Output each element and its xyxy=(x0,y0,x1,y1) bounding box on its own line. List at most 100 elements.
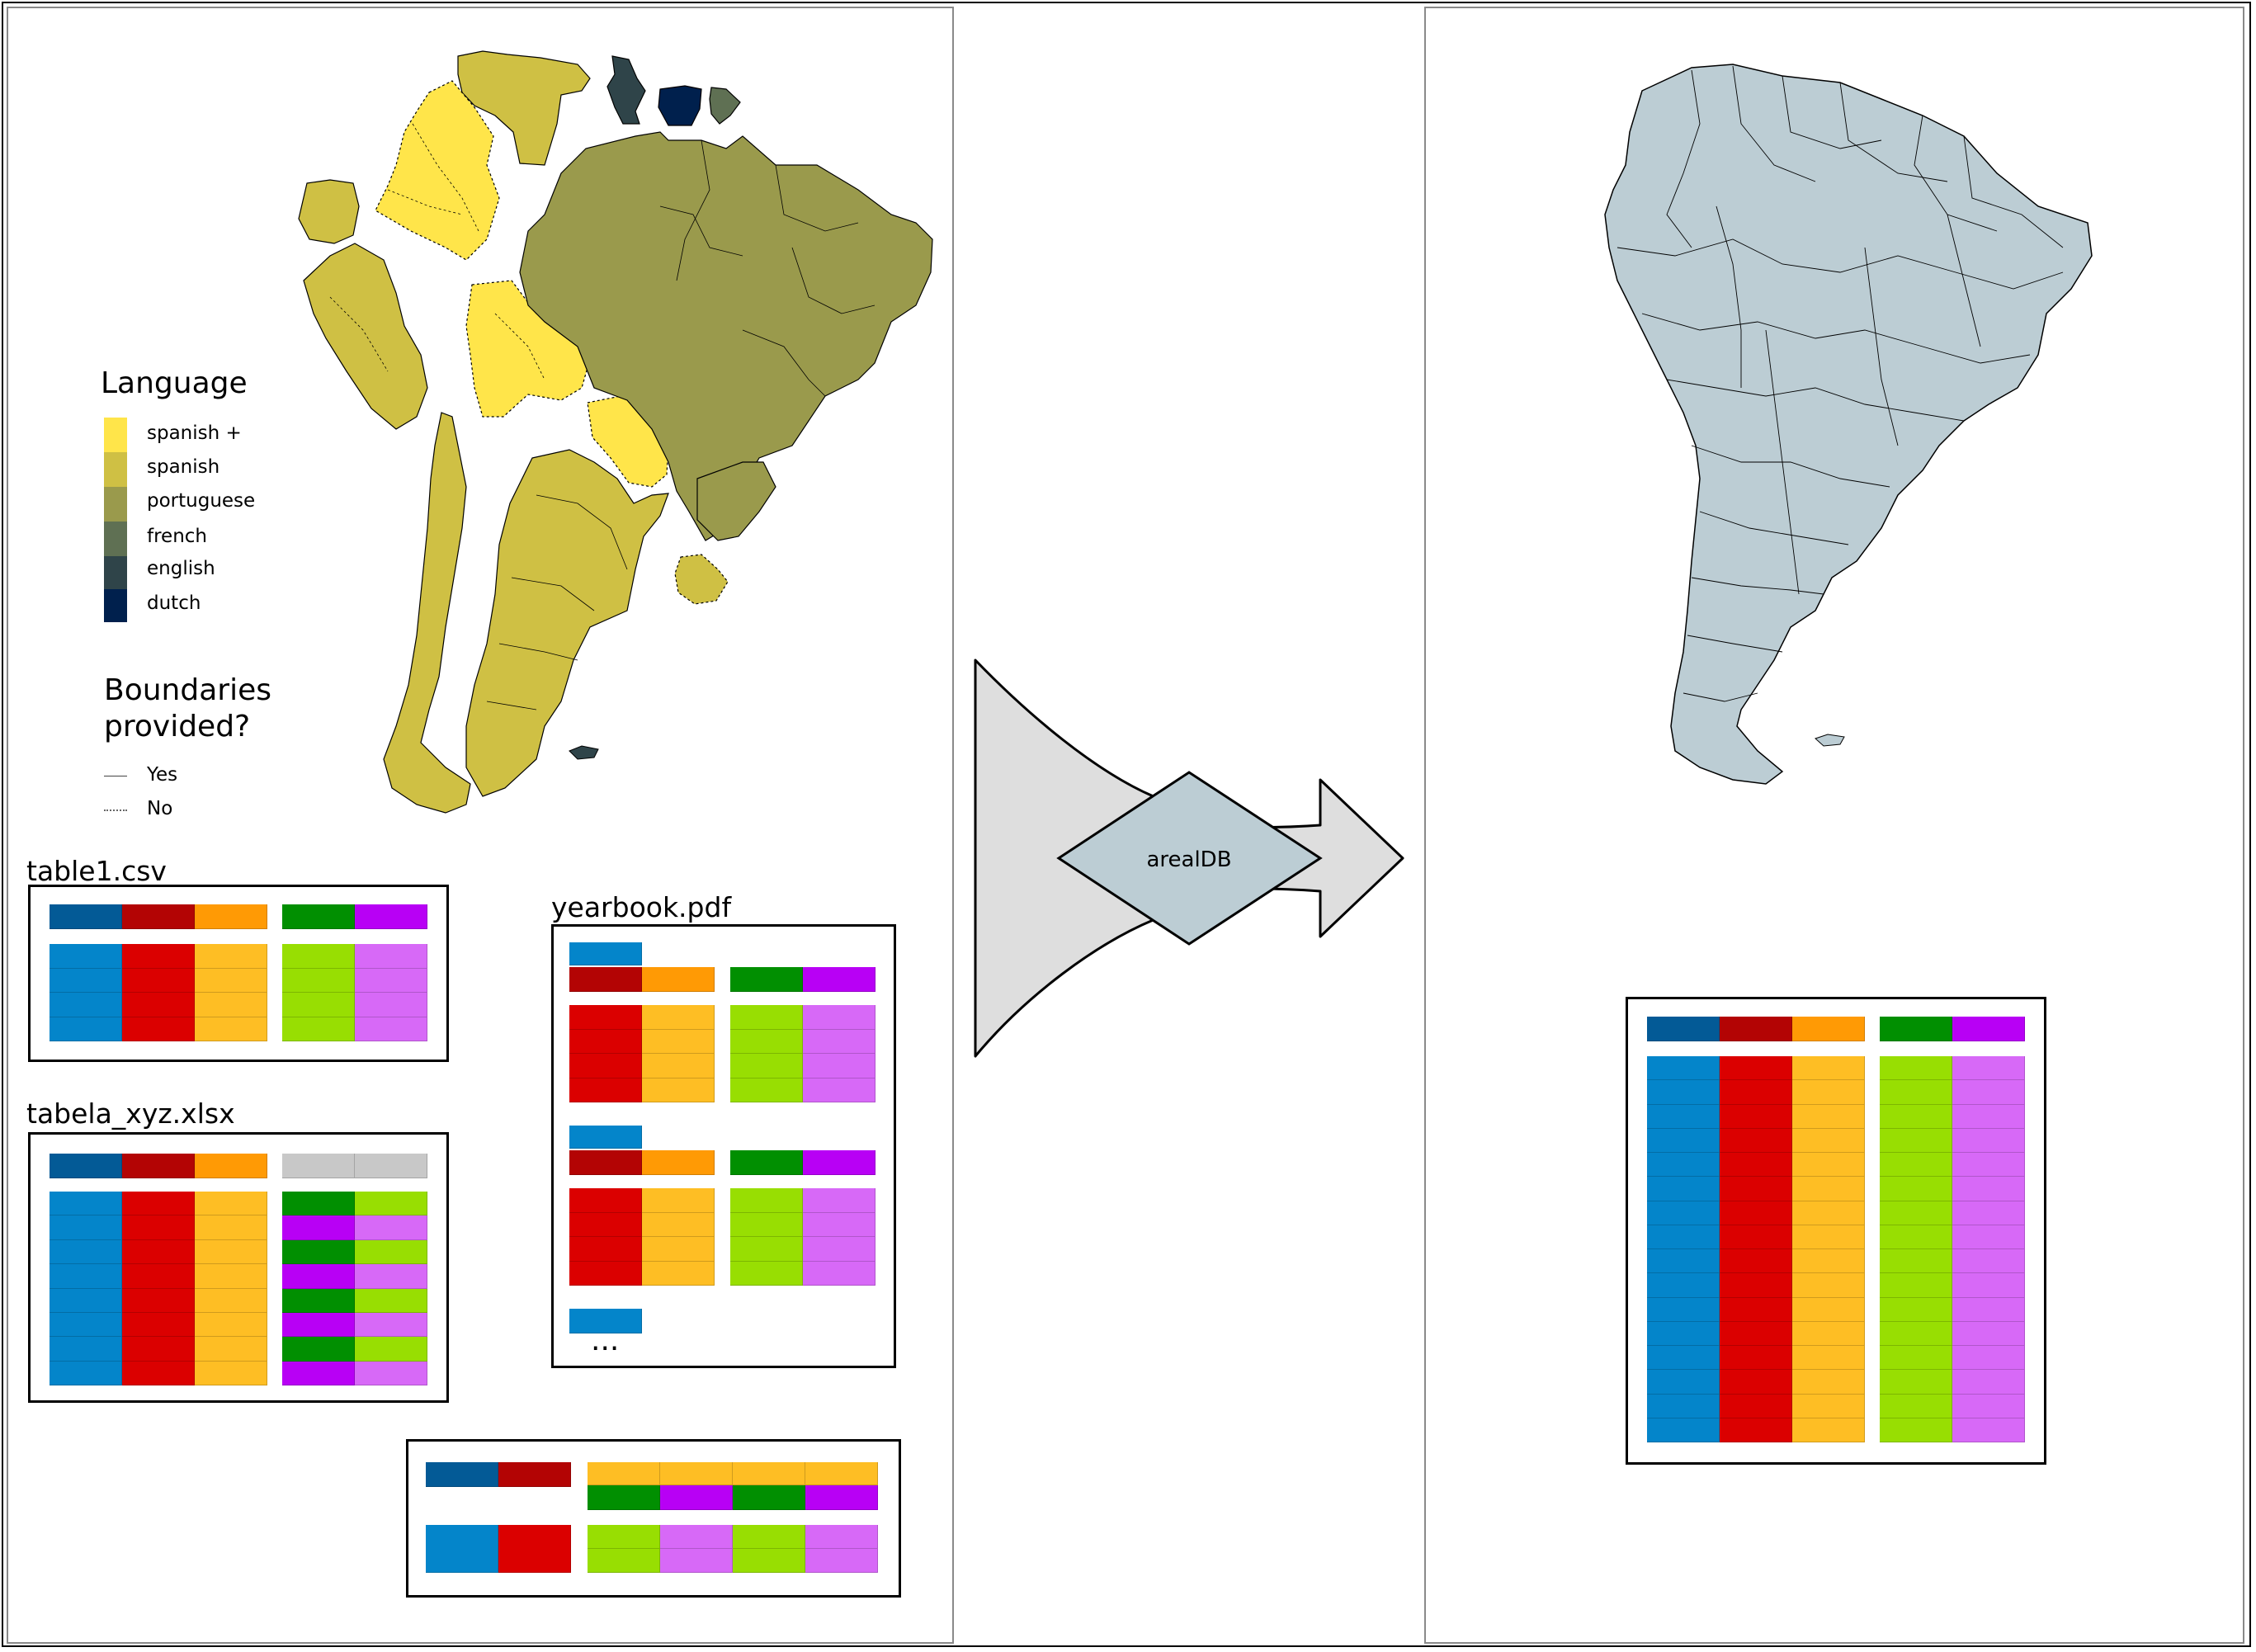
table-body-cell xyxy=(642,1212,715,1237)
table-body-cell xyxy=(1792,1153,1865,1178)
table-body-cell xyxy=(50,968,122,993)
table-body-cell xyxy=(1792,1321,1865,1346)
table-body-cell xyxy=(1720,1394,1792,1418)
table-header-cell xyxy=(805,1485,878,1510)
table-header-cell xyxy=(195,904,267,929)
table-body-cell xyxy=(1792,1177,1865,1201)
table-body-cell xyxy=(1720,1346,1792,1371)
table-body-cell xyxy=(282,1239,355,1265)
table-body-cell xyxy=(195,1337,267,1362)
table-body-cell xyxy=(355,1337,427,1362)
table-body-cell xyxy=(1952,1273,2025,1298)
table-body-cell xyxy=(588,1525,660,1549)
table-header-cell xyxy=(282,904,355,929)
table-body-cell xyxy=(642,1005,715,1030)
table-header-cell xyxy=(569,1150,642,1175)
table-body-cell xyxy=(1952,1297,2025,1322)
table-body-cell xyxy=(1952,1346,2025,1371)
table-body-cell xyxy=(355,993,427,1017)
table-header-cell xyxy=(122,904,195,929)
table-header-cell xyxy=(569,1126,642,1149)
table-body-cell xyxy=(122,1312,195,1338)
table-body-cell xyxy=(805,1525,878,1549)
table-body-cell xyxy=(195,1017,267,1041)
table-body-cell xyxy=(1647,1418,1720,1442)
table-header-cell xyxy=(642,967,715,992)
map-region-venezuela xyxy=(457,50,591,166)
table-body-cell xyxy=(1792,1249,1865,1274)
table-body-cell xyxy=(1720,1056,1792,1081)
table-body-cell xyxy=(1880,1201,1952,1225)
table-body-cell xyxy=(569,1188,642,1213)
legend-label-dutch: dutch xyxy=(147,592,201,614)
table-header-cell xyxy=(282,1154,355,1178)
table-body-cell xyxy=(730,1054,803,1079)
table-header-cell xyxy=(498,1462,571,1487)
table-header-cell xyxy=(569,942,642,965)
table-body-cell xyxy=(1880,1056,1952,1081)
table-body-cell xyxy=(1880,1321,1952,1346)
table-body-cell xyxy=(355,1361,427,1385)
table-body-cell xyxy=(195,1264,267,1289)
harmonized-map xyxy=(1604,64,2093,785)
table-body-cell xyxy=(355,1215,427,1240)
table-body-cell xyxy=(1880,1394,1952,1418)
swatch-french xyxy=(104,522,127,556)
table-body-cell xyxy=(50,1288,122,1313)
table-body-cell xyxy=(355,1017,427,1041)
table-body-cell xyxy=(282,993,355,1017)
table-body-cell xyxy=(282,944,355,969)
table-body-cell xyxy=(803,1005,875,1030)
table-body-cell xyxy=(50,1312,122,1338)
table-body-cell xyxy=(1720,1418,1792,1442)
swatch-portuguese xyxy=(104,487,127,522)
table-body-cell xyxy=(1792,1056,1865,1081)
table-body-cell xyxy=(282,1192,355,1216)
table-body-cell xyxy=(1647,1273,1720,1298)
map-island xyxy=(1815,734,1845,747)
table-header-cell xyxy=(733,1462,805,1485)
table-body-cell xyxy=(282,1215,355,1240)
map-region-falklands xyxy=(569,745,599,760)
table-body-cell xyxy=(803,1054,875,1079)
table-body-cell xyxy=(1720,1153,1792,1178)
table-header-cell xyxy=(660,1462,733,1485)
table-header-cell xyxy=(122,1154,195,1178)
table-body-cell xyxy=(805,1549,878,1573)
swatch-spanish-plus xyxy=(104,418,127,452)
arealdb-diamond xyxy=(1056,771,1323,946)
table-body-cell xyxy=(355,968,427,993)
table-body-cell xyxy=(426,1525,498,1573)
table-body-cell xyxy=(122,1239,195,1265)
table-body-cell xyxy=(122,968,195,993)
table-body-cell xyxy=(733,1525,805,1549)
table-body-cell xyxy=(1792,1104,1865,1129)
table-body-cell xyxy=(122,1215,195,1240)
table-body-cell xyxy=(730,1188,803,1213)
table-body-cell xyxy=(803,1029,875,1054)
table-body-cell xyxy=(803,1261,875,1286)
table-body-cell xyxy=(195,1312,267,1338)
table-body-cell xyxy=(1720,1297,1792,1322)
legend-label-english: english xyxy=(147,558,215,579)
table-body-cell xyxy=(1952,1104,2025,1129)
table-body-cell xyxy=(730,1212,803,1237)
table-body-cell xyxy=(803,1237,875,1262)
file-label-table1: table1.csv xyxy=(26,855,167,887)
table-body-cell xyxy=(1647,1321,1720,1346)
table-body-cell xyxy=(1792,1394,1865,1418)
table-body-cell xyxy=(733,1549,805,1573)
table-body-cell xyxy=(803,1078,875,1102)
table-body-cell xyxy=(1880,1297,1952,1322)
table-body-cell xyxy=(730,1078,803,1102)
table-header-cell xyxy=(1720,1017,1792,1041)
table-body-cell xyxy=(195,1192,267,1216)
table-body-cell xyxy=(1952,1056,2025,1081)
table-header-cell xyxy=(1792,1017,1865,1041)
map-region-suriname xyxy=(658,85,702,126)
map-region-brazil-south xyxy=(696,461,776,541)
table-body-cell xyxy=(730,1237,803,1262)
table-body-cell xyxy=(1720,1128,1792,1153)
table-body-cell xyxy=(1792,1273,1865,1298)
table-header-cell xyxy=(733,1485,805,1510)
